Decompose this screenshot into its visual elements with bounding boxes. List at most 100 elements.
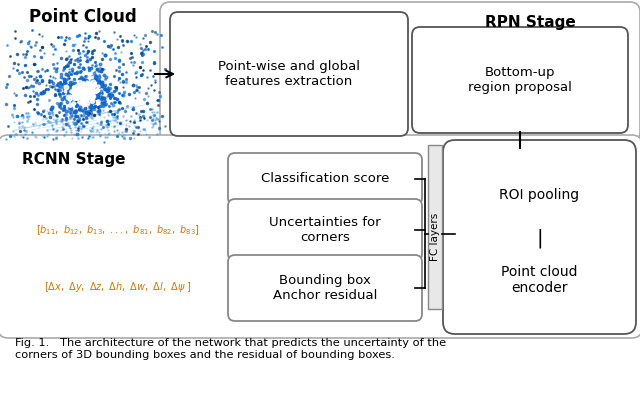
Point [78,82,88,88]
Point [79,98,89,105]
Point [159,122,170,129]
Point [63,87,74,93]
Point [81,57,92,64]
Point [72,87,83,94]
Point [81,90,91,97]
Point [75,88,85,95]
Point [23,40,33,46]
Point [68,98,78,104]
Point [14,70,24,77]
Point [79,77,89,83]
Point [48,61,58,67]
Point [88,95,98,101]
Point [80,35,90,41]
Point [88,88,99,95]
Point [132,84,143,90]
Point [79,123,89,130]
Point [32,77,42,83]
Point [75,83,85,90]
Point [81,85,91,91]
Point [80,92,90,99]
Point [11,130,21,137]
Point [17,122,28,129]
Point [59,80,69,87]
Point [78,90,88,97]
Point [84,86,94,92]
Point [56,105,66,111]
Point [60,112,70,119]
Point [84,88,94,95]
Point [65,109,76,115]
Point [77,86,88,92]
Point [65,102,75,108]
Point [129,59,139,65]
Point [82,109,92,116]
Point [86,107,97,114]
Point [22,77,32,83]
Point [104,91,114,98]
Point [44,77,54,83]
Point [38,121,49,127]
Point [88,93,99,99]
Point [23,99,33,105]
Point [75,91,85,98]
Point [71,70,81,76]
Point [81,77,92,84]
Point [115,33,125,39]
Point [88,98,99,104]
Point [45,82,55,89]
Point [83,84,93,90]
Point [102,88,112,94]
Point [71,94,81,100]
Point [75,57,85,63]
Point [50,86,60,93]
Point [83,134,93,141]
Point [61,128,72,134]
Point [40,115,51,122]
Point [26,72,36,79]
Point [38,113,49,120]
Point [82,100,92,106]
Point [82,50,92,57]
Point [42,118,52,124]
Point [84,99,94,106]
Point [63,53,74,60]
Point [114,90,124,97]
Point [33,110,44,116]
Point [86,82,96,89]
Point [77,93,87,100]
Point [139,126,149,133]
Point [73,127,83,133]
Point [49,65,59,71]
Point [79,82,90,89]
Point [111,84,121,90]
Point [94,27,104,34]
Point [36,133,47,139]
Point [115,99,125,106]
Point [8,59,19,66]
Point [40,86,51,93]
Point [108,111,118,118]
Point [87,86,97,92]
Point [83,38,93,44]
Point [70,83,80,89]
Point [61,76,72,82]
Point [106,90,116,97]
Point [56,55,67,61]
Point [70,107,81,114]
Point [67,90,77,96]
Point [81,73,91,80]
Point [46,78,56,85]
Point [54,102,64,108]
Point [31,101,42,107]
Point [22,112,32,119]
Point [75,95,85,102]
Point [100,75,111,82]
Point [76,92,86,98]
Point [20,92,30,99]
Point [81,86,92,93]
Point [71,113,81,119]
Point [65,114,75,120]
Point [90,94,100,101]
Point [79,38,89,44]
